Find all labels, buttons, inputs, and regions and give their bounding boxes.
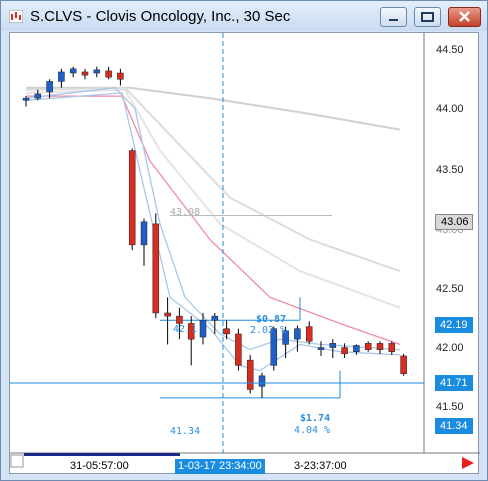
- moving-average-line: [26, 86, 401, 131]
- moving-average-line: [25, 86, 401, 273]
- candle: [199, 312, 207, 345]
- change-label-2: $1.74: [300, 413, 331, 424]
- price-label: 41.50: [436, 401, 464, 413]
- price-tag-ma: 42.19: [435, 317, 473, 333]
- candle: [388, 341, 396, 355]
- close-icon: [459, 11, 470, 22]
- level-label-2: 41.34: [170, 426, 201, 437]
- candle: [282, 326, 289, 359]
- candle: [164, 297, 171, 345]
- candle: [364, 341, 372, 352]
- close-button[interactable]: [448, 7, 481, 27]
- candle: [305, 321, 313, 345]
- candle: [69, 66, 77, 78]
- candle: [176, 307, 183, 340]
- candle: [341, 343, 348, 359]
- moving-average-line: [25, 88, 401, 309]
- price-label: 42.50: [436, 283, 464, 295]
- maximize-button[interactable]: [414, 7, 441, 27]
- price-label: 42.00: [436, 342, 464, 354]
- candle: [223, 320, 230, 340]
- candle: [294, 325, 301, 352]
- chart-area[interactable]: 44.50 44.00 43.50 43.00 42.50 42.00 41.5…: [9, 32, 480, 475]
- candle: [58, 68, 65, 88]
- candle: [317, 341, 325, 356]
- price-chart[interactable]: [10, 33, 480, 475]
- candle: [22, 96, 30, 107]
- price-tag-low: 41.34: [435, 418, 473, 434]
- title-bar[interactable]: S.CLVS - Clovis Oncology, Inc., 30 Sec: [1, 1, 487, 31]
- candle: [117, 68, 124, 86]
- candle: [46, 79, 53, 99]
- candle: [152, 213, 160, 319]
- scroll-right-arrow-icon[interactable]: [462, 457, 474, 469]
- price-tag-cursor: 41.71: [435, 375, 473, 391]
- minimize-button[interactable]: [380, 7, 407, 27]
- scroll-position-bar: [24, 453, 180, 456]
- price-label: 44.50: [436, 44, 464, 56]
- chart-app-icon: [9, 10, 23, 23]
- candle: [187, 316, 195, 366]
- candle: [376, 341, 384, 354]
- chart-corner-box: [10, 454, 24, 468]
- moving-average-line: [25, 92, 401, 372]
- candle: [81, 68, 89, 80]
- candle: [34, 89, 42, 101]
- price-tag-gray: 43.06: [435, 214, 473, 230]
- candle: [329, 339, 337, 359]
- price-label: 43.50: [436, 164, 464, 176]
- candle: [128, 148, 136, 251]
- candle: [400, 353, 407, 376]
- window-title: S.CLVS - Clovis Oncology, Inc., 30 Sec: [30, 8, 291, 25]
- price-label: 44.00: [436, 103, 464, 115]
- pct-label-2: 4.04 %: [294, 425, 331, 436]
- moving-average-line: [26, 95, 401, 346]
- minimize-icon: [389, 19, 398, 21]
- restore-icon: [421, 12, 434, 22]
- candle: [246, 354, 254, 394]
- pct-label-1: 2.02 %: [250, 325, 287, 336]
- candle: [93, 66, 101, 78]
- candle: [270, 326, 278, 371]
- moving-average-line: [25, 87, 401, 351]
- level-label-1: 42.1: [173, 324, 198, 335]
- gray-level-label: 43.08: [170, 207, 201, 218]
- time-label-left: 31-05:57:00: [70, 460, 129, 472]
- change-label-1: $0.87: [256, 314, 287, 325]
- candle: [235, 328, 242, 371]
- candle: [105, 66, 112, 80]
- candle: [140, 218, 148, 266]
- candle: [353, 344, 360, 355]
- candle: [258, 372, 266, 398]
- time-label-cursor: 1-03-17 23:34:00: [175, 459, 265, 474]
- time-label-right: 3-23:37:00: [294, 460, 347, 472]
- candle: [211, 312, 219, 334]
